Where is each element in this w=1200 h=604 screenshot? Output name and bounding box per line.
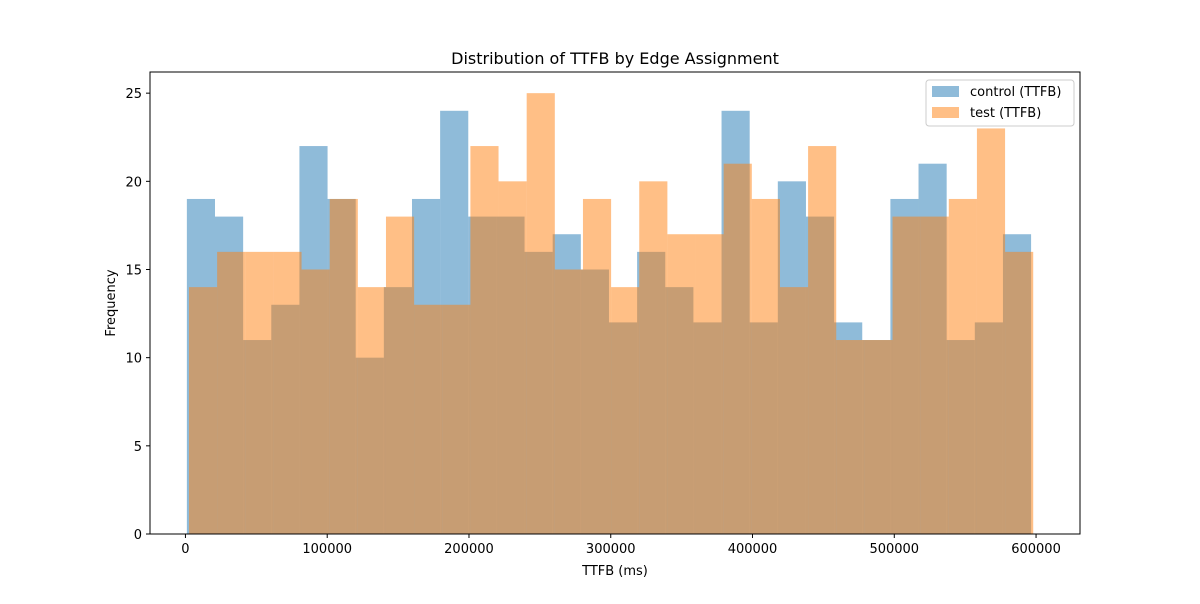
y-axis-label: Frequency [104, 269, 119, 336]
plot-frame [149, 71, 1081, 535]
histogram-bar-series-1-bin-19 [723, 163, 752, 535]
legend-swatch-1 [932, 107, 959, 118]
x-tick-label: 200000 [444, 542, 494, 557]
x-tick-label: 300000 [586, 542, 636, 557]
x-tick-label: 0 [181, 542, 189, 557]
legend-box [925, 79, 1075, 127]
histogram-bar-series-1-bin-5 [329, 198, 358, 534]
histogram-bar-series-1-bin-8 [414, 304, 443, 534]
histogram-bar-series-1-bin-18 [695, 234, 724, 534]
histogram-bar-series-1-bin-28 [976, 128, 1006, 534]
histogram-bar-series-1-bin-21 [779, 287, 809, 534]
histogram-bar-series-1-bin-1 [217, 251, 246, 534]
histogram-bar-series-1-bin-10 [470, 146, 499, 534]
y-tick-label: 15 [125, 263, 142, 278]
histogram-bar-series-1-bin-2 [245, 251, 274, 534]
chart-title: Distribution of TTFB by Edge Assignment [451, 49, 779, 68]
histogram-bar-series-1-bin-9 [442, 304, 471, 534]
y-tick-label: 25 [125, 87, 142, 102]
y-tick-label: 5 [134, 440, 142, 455]
y-tick-label: 10 [125, 352, 142, 367]
histogram-bar-series-1-bin-12 [526, 93, 555, 534]
histogram-bar-series-1-bin-24 [864, 340, 893, 534]
x-tick-label: 400000 [728, 542, 778, 557]
histogram-bar-series-1-bin-23 [836, 340, 865, 534]
histogram-bar-series-1-bin-0 [188, 287, 218, 534]
histogram-bar-series-1-bin-26 [920, 216, 949, 535]
histogram-bar-series-1-bin-27 [948, 198, 977, 534]
histogram-bar-series-1-bin-13 [554, 269, 583, 534]
histogram-bar-series-1-bin-6 [357, 287, 386, 534]
histogram-bar-series-1-bin-15 [611, 287, 640, 534]
histogram-bar-series-1-bin-7 [385, 216, 415, 535]
histogram-bar-series-1-bin-17 [667, 234, 696, 534]
histogram-bar-series-1-bin-29 [1005, 251, 1034, 534]
x-axis: 0 100000 200000 300000 400000 500000 600000 [181, 534, 1061, 557]
histogram-bar-series-1-bin-3 [273, 251, 302, 534]
histogram-bar-series-1-bin-22 [808, 146, 837, 534]
legend-label-1: test (TTFB) [970, 106, 1041, 121]
histogram-bar-series-1-bin-14 [582, 198, 612, 534]
histogram-bar-series-1-bin-25 [892, 216, 921, 535]
bars-layer [186, 93, 1034, 535]
x-axis-label: TTFB (ms) [581, 564, 648, 579]
histogram-bar-series-1-bin-11 [498, 181, 527, 534]
histogram-bar-series-1-bin-20 [751, 198, 780, 534]
y-tick-label: 0 [134, 528, 142, 543]
y-axis: 0 5 10 15 20 25 [125, 87, 150, 543]
legend-label-0: control (TTFB) [970, 85, 1061, 100]
x-tick-label: 100000 [302, 542, 352, 557]
x-tick-label: 500000 [869, 542, 919, 557]
histogram-bar-series-1-bin-16 [639, 181, 668, 534]
legend-swatch-0 [932, 86, 959, 97]
histogram-bar-series-1-bin-4 [301, 269, 330, 534]
legend: control (TTFB) test (TTFB) [925, 79, 1075, 127]
x-tick-label: 600000 [1011, 542, 1061, 557]
y-tick-label: 20 [125, 175, 142, 190]
